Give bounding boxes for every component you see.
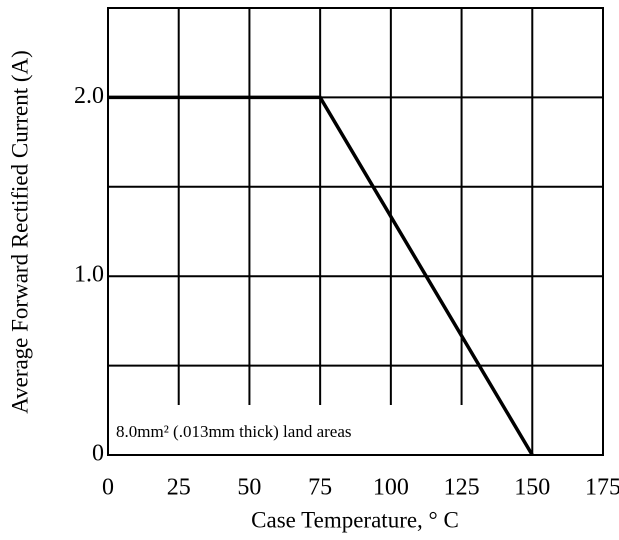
x-tick-label: 50 xyxy=(237,475,261,501)
annotation: 8.0mm² (.013mm thick) land areas xyxy=(116,422,352,441)
data-line xyxy=(108,95,534,456)
y-tick-label: 1.0 xyxy=(74,262,104,288)
annotation-box xyxy=(109,405,489,454)
x-tick-label: 25 xyxy=(167,475,191,501)
x-tick-label: 125 xyxy=(444,475,480,501)
y-tick-label: 0 xyxy=(92,441,104,467)
y-axis-title: Average Forward Rectified Current (A) xyxy=(7,50,32,414)
x-tick-label: 175 xyxy=(585,475,619,501)
plot-frame xyxy=(107,7,604,456)
x-axis-title: Case Temperature, ° C xyxy=(251,507,459,532)
x-tick-label: 75 xyxy=(308,475,332,501)
x-tick-label: 150 xyxy=(514,475,550,501)
x-tick-label: 0 xyxy=(102,475,114,501)
x-tick-label: 100 xyxy=(373,475,409,501)
y-tick-label: 2.0 xyxy=(74,83,104,109)
